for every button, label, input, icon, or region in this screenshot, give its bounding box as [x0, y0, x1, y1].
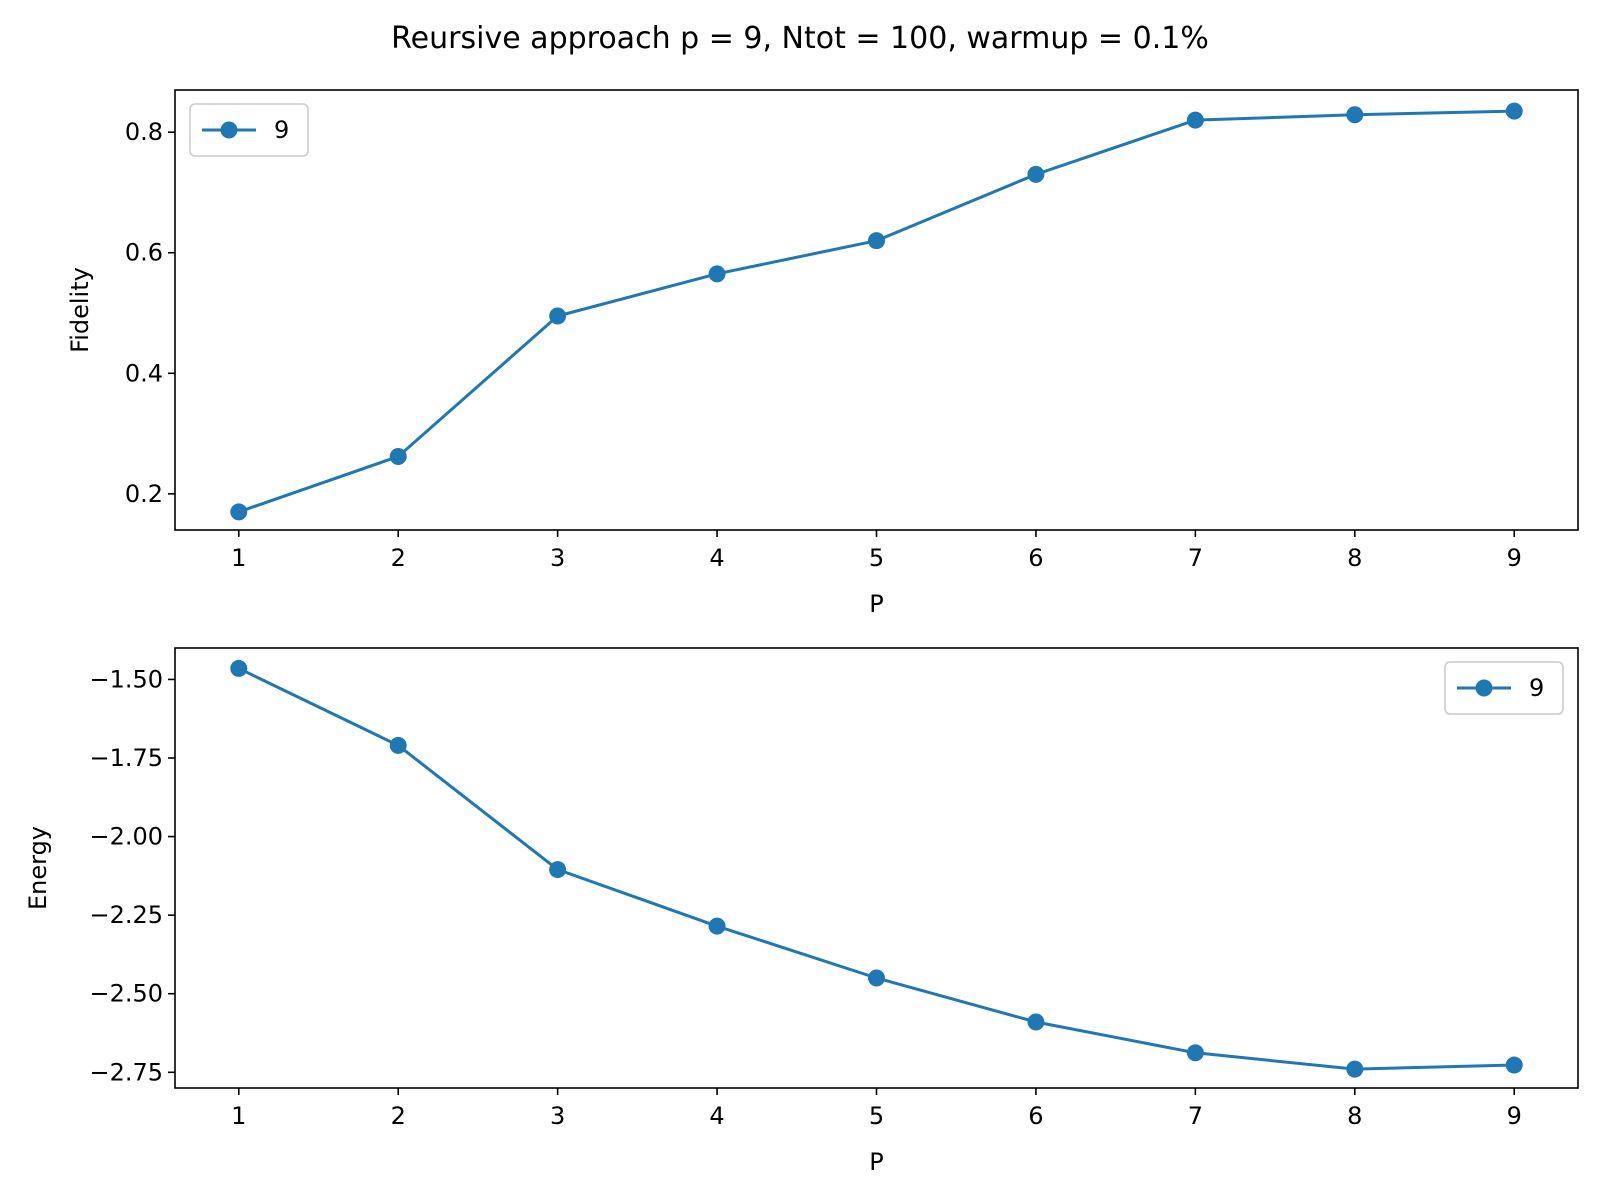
- data-point: [1505, 102, 1523, 120]
- data-point: [1027, 1013, 1045, 1031]
- legend-marker-swatch: [220, 121, 238, 139]
- y-tick-label: −2.75: [89, 1058, 163, 1086]
- y-tick-label: −2.25: [89, 901, 163, 929]
- data-point: [230, 503, 248, 521]
- data-point: [549, 307, 567, 325]
- y-tick-label: 0.6: [125, 239, 163, 267]
- legend-label: 9: [1529, 674, 1544, 702]
- y-tick-label: 0.4: [125, 359, 163, 387]
- x-tick-label: 2: [391, 1102, 406, 1130]
- x-tick-label: 8: [1347, 544, 1362, 572]
- y-tick-label: 0.2: [125, 480, 163, 508]
- y-axis-label: Energy: [24, 826, 52, 910]
- y-tick-label: 0.8: [125, 118, 163, 146]
- x-tick-label: 8: [1347, 1102, 1362, 1130]
- x-tick-label: 4: [709, 544, 724, 572]
- y-tick-label: −2.00: [89, 823, 163, 851]
- y-axis-label: Fidelity: [66, 267, 94, 353]
- energy-panel: 1 2 3 4 5 6 7 8 9 −1.50 −1.75 −2.00 −2.25 −2.50 −2.75 P…: [24, 647, 1579, 1176]
- data-point: [868, 969, 885, 987]
- data-point: [1505, 1056, 1523, 1074]
- y-tick-label: −1.50: [89, 665, 163, 693]
- data-point: [868, 232, 885, 250]
- data-point: [1346, 1060, 1364, 1078]
- x-tick-label: 7: [1188, 1102, 1203, 1130]
- x-tick-label: 9: [1507, 1102, 1522, 1130]
- figure-title: Reursive approach p = 9, Ntot = 100, war…: [391, 21, 1209, 56]
- x-tick-label: 1: [231, 544, 246, 572]
- x-axis-label: P: [869, 1148, 883, 1176]
- x-tick-label: 3: [550, 544, 565, 572]
- x-tick-label: 5: [869, 1102, 884, 1130]
- data-point: [549, 861, 567, 879]
- data-point: [1346, 106, 1364, 124]
- data-point: [1186, 1044, 1204, 1062]
- data-point: [389, 736, 407, 754]
- data-point: [389, 447, 407, 465]
- data-point: [708, 265, 726, 283]
- data-point: [1186, 111, 1204, 129]
- x-tick-label: 7: [1188, 544, 1203, 572]
- fidelity-panel: 1 2 3 4 5 6 7 8 9 0.2 0.4 0.6 0.8 P Fidelity 9: [66, 89, 1579, 618]
- x-tick-label: 1: [231, 1102, 246, 1130]
- legend-label: 9: [274, 116, 289, 144]
- x-tick-label: 2: [391, 544, 406, 572]
- x-tick-label: 4: [709, 1102, 724, 1130]
- x-tick-label: 6: [1028, 1102, 1043, 1130]
- data-point: [1027, 165, 1045, 183]
- data-point: [708, 917, 726, 935]
- x-tick-label: 9: [1507, 544, 1522, 572]
- x-axis-label: P: [869, 590, 883, 618]
- x-tick-label: 6: [1028, 544, 1043, 572]
- y-tick-label: −1.75: [89, 744, 163, 772]
- x-tick-label: 3: [550, 1102, 565, 1130]
- y-tick-label: −2.50: [89, 980, 163, 1008]
- data-point: [230, 659, 248, 677]
- legend-marker-swatch: [1475, 679, 1493, 697]
- x-tick-label: 5: [869, 544, 884, 572]
